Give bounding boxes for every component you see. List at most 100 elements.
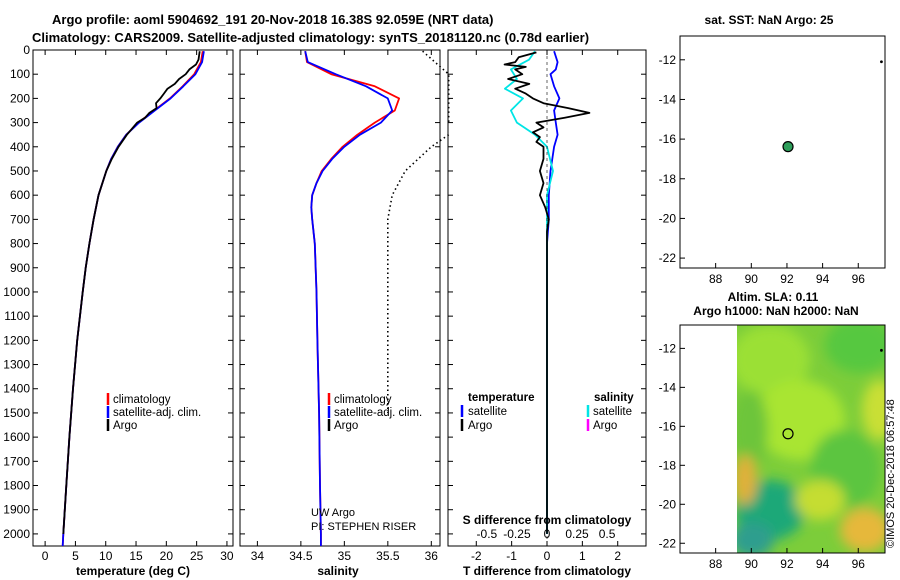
s-difference-label: S difference from climatology <box>463 513 632 527</box>
depth-tick-label: 300 <box>10 116 30 130</box>
map-y-tick-label: -16 <box>659 132 677 146</box>
depth-tick-label: 1100 <box>4 309 30 323</box>
map-y-tick-label: -12 <box>659 341 677 355</box>
depth-tick-label: 600 <box>10 188 30 202</box>
map-x-tick-label: 88 <box>709 272 723 286</box>
map-x-tick-label: 92 <box>780 557 794 571</box>
legend-label-satellite: satellite-adj. clim. <box>113 407 201 419</box>
salinity-panel-frame <box>239 49 441 547</box>
depth-tick-label: 1000 <box>3 285 30 299</box>
depth-tick-label: 700 <box>10 212 30 226</box>
island-dot <box>880 60 883 64</box>
map-y-tick-label: -12 <box>659 53 677 67</box>
map-x-tick-label: 92 <box>780 272 794 286</box>
legend-label-climatology: climatology <box>113 394 171 406</box>
salinity-xlabel: salinity <box>317 564 359 578</box>
map-y-tick-label: -14 <box>659 380 677 394</box>
header-line1: Argo profile: aoml 5904692_191 20-Nov-20… <box>52 12 494 27</box>
sla-map-frame <box>679 324 886 554</box>
sla-map-title-1: Altim. SLA: 0.11 <box>728 290 819 304</box>
depth-tick-label: 100 <box>10 67 30 81</box>
x-tick-label: 34 <box>251 549 265 563</box>
legend-label-climatology: climatology <box>334 394 392 406</box>
x-tick-label: 20 <box>160 549 174 563</box>
temperature-panel-frame <box>32 49 234 547</box>
depth-tick-label: 0 <box>23 43 30 57</box>
series-line-argo <box>422 50 450 123</box>
map-x-tick-label: 96 <box>852 557 866 571</box>
legend-label-t-argo: Argo <box>468 420 492 432</box>
s-tick-label: -0.5 <box>477 527 498 541</box>
sst-map-title: sat. SST: NaN Argo: 25 <box>705 13 834 27</box>
s-tick-label: -0.25 <box>503 527 531 541</box>
depth-tick-label: 200 <box>10 91 30 105</box>
legend-title-temperature: temperature <box>468 392 534 404</box>
sla-map-title-2: Argo h1000: NaN h2000: NaN <box>693 304 858 318</box>
salinity-panel: 34 34.5 35 35.5 36 <box>240 49 450 563</box>
sst-map-frame <box>679 35 886 269</box>
x-tick-label: 0 <box>544 549 551 563</box>
map-y-tick-label: -22 <box>659 251 677 265</box>
legend-label-satellite: satellite-adj. clim. <box>334 407 422 419</box>
sla-heatmap <box>737 325 885 553</box>
difference-panel: -2 -1 0 1 2 -0.5 -0.25 0 0.25 0.5 <box>448 49 646 563</box>
map-x-tick-label: 88 <box>709 557 723 571</box>
depth-tick-label: 500 <box>10 164 30 178</box>
temperature-xlabel: temperature (deg C) <box>76 564 190 578</box>
temperature-panel: 0 5 10 15 20 25 30 <box>33 49 234 563</box>
map-y-tick-label: -18 <box>659 458 677 472</box>
depth-tick-label: 2000 <box>3 527 30 541</box>
depth-tick-label: 1600 <box>3 430 30 444</box>
x-tick-label: 1 <box>579 549 586 563</box>
s-tick-label: 0 <box>544 527 551 541</box>
legend-title-salinity: salinity <box>594 392 634 404</box>
depth-tick-label: 1700 <box>3 454 30 468</box>
map-x-tick-label: 90 <box>745 557 759 571</box>
legend-label-s-satellite: satellite <box>593 406 632 418</box>
annotation-pi: PI: STEPHEN RISER <box>311 521 416 533</box>
series-line-t-argo <box>503 51 591 534</box>
series-line-s-satellite <box>503 50 554 534</box>
map-y-tick-label: -18 <box>659 172 677 186</box>
imos-watermark: ©IMOS 20-Dec-2018 06:57:48 <box>885 399 897 548</box>
depth-tick-label: 1200 <box>3 333 30 347</box>
x-tick-label: -2 <box>471 549 482 563</box>
series-line-climatology <box>61 51 204 547</box>
map-x-tick-label: 94 <box>816 272 830 286</box>
map-x-tick-label: 94 <box>816 557 830 571</box>
legend-label-s-argo: Argo <box>593 420 617 432</box>
depth-tick-label: 1300 <box>3 358 30 372</box>
x-tick-label: 10 <box>99 549 113 563</box>
annotation-uw-argo: UW Argo <box>311 507 355 519</box>
depth-tick-label: 1900 <box>3 503 30 517</box>
difference-xlabel: T difference from climatology <box>463 564 631 578</box>
depth-tick-label: 1500 <box>3 406 30 420</box>
legend-label-argo: Argo <box>334 420 358 432</box>
sst-map: 88 90 92 94 96 -12 -14 -16 -18 -20 -22 <box>659 53 883 286</box>
series-line-satellite-adj-clim- <box>304 50 394 546</box>
depth-tick-label: 1800 <box>3 479 30 493</box>
float-position-marker <box>782 428 794 440</box>
x-tick-label: 36 <box>425 549 439 563</box>
legend-label-argo: Argo <box>113 420 137 432</box>
sla-map: 88 90 92 94 96 -12 -14 -16 -18 -20 -22 <box>659 341 883 571</box>
float-position-marker <box>782 141 794 153</box>
x-tick-label: 35.5 <box>376 549 400 563</box>
legend-label-t-satellite: satellite <box>468 406 507 418</box>
s-tick-label: 0.5 <box>599 527 616 541</box>
x-tick-label: 2 <box>614 549 621 563</box>
map-y-tick-label: -20 <box>659 211 677 225</box>
series-line-argo <box>62 51 201 534</box>
header-line2: Climatology: CARS2009. Satellite-adjuste… <box>32 30 589 45</box>
x-tick-label: 25 <box>190 549 204 563</box>
difference-legend: temperature salinity satellite Argo sate… <box>460 392 634 432</box>
series-line-t-satellite <box>546 50 561 534</box>
x-tick-label: -1 <box>506 549 517 563</box>
s-tick-label: 0.25 <box>565 527 589 541</box>
series-line-argo <box>386 134 450 413</box>
map-x-tick-label: 90 <box>745 272 759 286</box>
temperature-legend: climatology satellite-adj. clim. Argo <box>106 393 201 432</box>
salinity-legend: climatology satellite-adj. clim. Argo <box>327 393 422 432</box>
island-dot <box>880 348 883 352</box>
map-x-tick-label: 96 <box>852 272 866 286</box>
